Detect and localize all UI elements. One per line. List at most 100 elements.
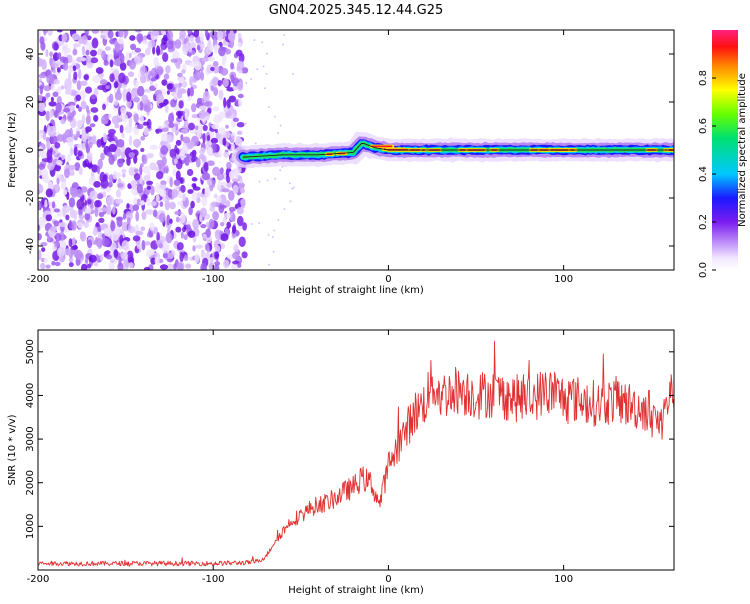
noise-blob xyxy=(140,136,145,141)
noise-blob xyxy=(226,162,232,169)
noise-blob xyxy=(55,233,62,241)
noise-blob xyxy=(62,44,69,54)
noise-blob xyxy=(219,127,226,135)
spectrogram-y-tick-label: 40 xyxy=(25,48,36,61)
spectrogram-x-tick-label: -100 xyxy=(202,274,225,285)
snr-y-tick-label: 5000 xyxy=(25,339,36,364)
noise-blob xyxy=(56,160,63,166)
noise-blob xyxy=(40,263,45,270)
noise-blob xyxy=(171,59,178,63)
noise-blob xyxy=(90,204,94,209)
noise-blob xyxy=(135,211,139,222)
noise-blob xyxy=(85,26,89,37)
noise-blob xyxy=(101,178,109,188)
noise-blob xyxy=(91,94,96,99)
noise-blob xyxy=(230,62,234,69)
noise-blob xyxy=(69,197,75,207)
noise-blob xyxy=(155,257,160,266)
noise-blob xyxy=(199,110,207,119)
noise-blob xyxy=(222,188,230,192)
noise-blob xyxy=(136,33,143,43)
noise-blob xyxy=(78,69,81,80)
noise-blob xyxy=(141,240,145,250)
spectrogram-x-axis-label: Height of straight line (km) xyxy=(288,285,424,296)
noise-blob xyxy=(159,213,166,223)
noise-blob xyxy=(46,140,50,149)
noise-blob xyxy=(208,147,213,155)
noise-speck xyxy=(292,73,294,75)
noise-blob xyxy=(118,30,124,37)
noise-blob xyxy=(44,85,51,91)
noise-blob xyxy=(229,207,235,212)
noise-blob xyxy=(94,200,100,208)
noise-blob xyxy=(114,100,118,106)
noise-blob xyxy=(225,125,229,129)
noise-blob xyxy=(170,177,173,187)
noise-blob xyxy=(199,106,207,111)
noise-blob xyxy=(148,42,152,51)
noise-blob xyxy=(187,169,193,176)
noise-blob xyxy=(213,114,221,123)
noise-blob xyxy=(140,148,144,152)
noise-blob xyxy=(134,113,139,123)
noise-blob xyxy=(61,176,65,182)
noise-blob xyxy=(182,194,186,202)
noise-blob xyxy=(236,136,241,145)
noise-blob xyxy=(186,224,191,229)
noise-blob xyxy=(145,209,153,214)
noise-blob xyxy=(220,222,224,226)
snr-x-tick-label: 0 xyxy=(385,574,391,585)
noise-blob xyxy=(140,163,144,167)
noise-blob xyxy=(141,200,145,205)
noise-blob xyxy=(168,113,174,124)
noise-blob xyxy=(114,249,118,258)
noise-speck xyxy=(274,116,276,118)
noise-blob xyxy=(126,127,131,132)
noise-blob xyxy=(204,187,210,198)
noise-speck xyxy=(284,208,286,210)
noise-blob xyxy=(129,152,135,158)
noise-blob xyxy=(218,80,222,87)
noise-blob xyxy=(100,79,108,85)
noise-blob xyxy=(57,178,60,185)
noise-blob xyxy=(179,89,186,94)
noise-blob xyxy=(133,80,136,86)
noise-blob xyxy=(109,155,115,165)
noise-blob xyxy=(108,182,113,188)
noise-blob xyxy=(177,201,183,205)
noise-blob xyxy=(76,104,79,108)
noise-blob xyxy=(203,91,210,102)
noise-blob xyxy=(51,97,54,102)
noise-blob xyxy=(100,153,105,161)
noise-blob xyxy=(159,189,166,197)
noise-blob xyxy=(169,219,172,224)
noise-blob xyxy=(44,211,51,215)
snr-frame xyxy=(38,330,674,570)
noise-blob xyxy=(176,63,181,69)
noise-blob xyxy=(179,252,183,262)
noise-blob xyxy=(240,179,243,184)
noise-blob xyxy=(97,139,102,148)
noise-blob xyxy=(173,263,176,269)
noise-blob xyxy=(85,140,88,149)
noise-blob xyxy=(212,179,215,188)
noise-blob xyxy=(69,220,72,230)
noise-blob xyxy=(241,199,246,209)
colorbar: 0.00.20.40.60.8 Normalized spectral ampl… xyxy=(698,30,748,278)
noise-blob xyxy=(223,97,226,108)
noise-blob xyxy=(200,32,204,43)
noise-blob xyxy=(195,254,200,264)
noise-blob xyxy=(134,97,140,103)
noise-blob xyxy=(62,205,70,213)
noise-speck xyxy=(258,222,260,224)
noise-blob xyxy=(236,50,243,57)
noise-blob xyxy=(142,40,148,44)
noise-blob xyxy=(93,75,101,83)
noise-blob xyxy=(101,50,106,60)
noise-blob xyxy=(36,233,42,240)
noise-blob xyxy=(87,239,92,248)
snr-y-tick-label: 1000 xyxy=(25,514,36,539)
noise-blob xyxy=(175,227,181,233)
